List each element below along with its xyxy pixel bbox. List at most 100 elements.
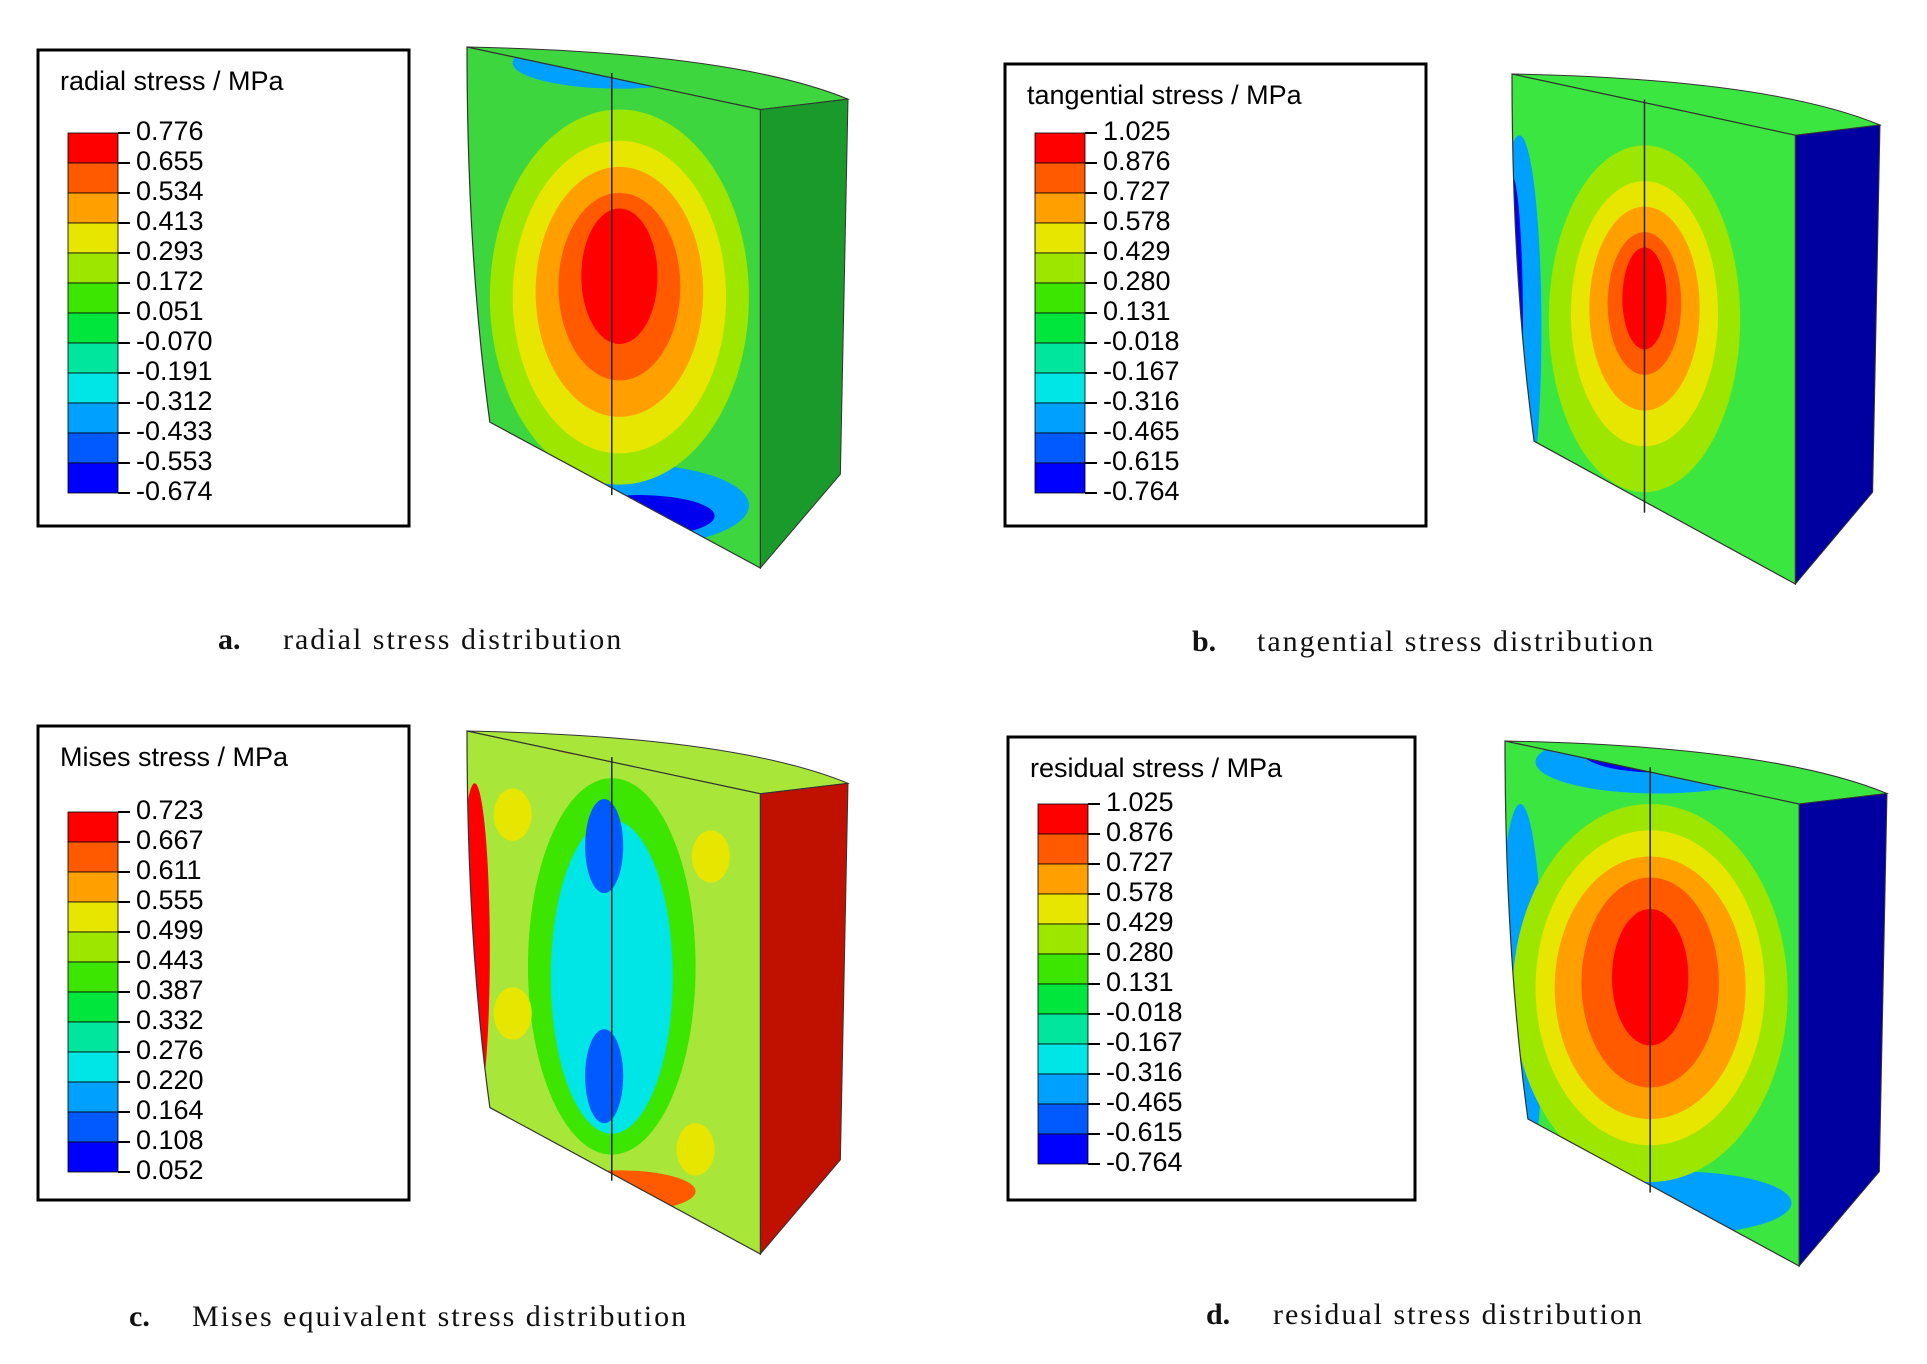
contour [493,788,532,841]
legend-band [1034,342,1086,374]
legend-band [1034,192,1086,224]
legend-band [67,901,119,933]
contour [585,1029,624,1124]
legend-label: -0.433 [136,416,213,446]
legend-label: -0.465 [1106,1087,1183,1117]
caption: Mises equivalent stress distribution [192,1300,688,1333]
legend-label: 0.667 [136,825,204,855]
legend-band [1034,402,1086,434]
caption-label: a. [218,623,241,656]
side-face [1794,124,1881,586]
legend-band [1037,833,1089,865]
legend-band [67,961,119,993]
legend-label: 0.655 [136,146,204,176]
legend-band [1037,1043,1089,1075]
legend-label: 1.025 [1106,787,1174,817]
legend-band [67,402,119,434]
legend-band [67,462,119,494]
front-outline [466,46,761,570]
legend-label: -0.316 [1106,1057,1183,1087]
legend-band [67,1051,119,1083]
legend-label: -0.615 [1103,446,1180,476]
legend-label: 0.534 [136,176,204,206]
legend-band [67,162,119,194]
legend-label: 0.052 [136,1155,204,1185]
legend-label: 0.413 [136,206,204,236]
caption-label: d. [1206,1298,1230,1331]
legend-label: 0.172 [136,266,204,296]
legend-band [1034,312,1086,344]
legend-label: -0.553 [136,446,213,476]
legend-band [67,811,119,843]
legend-band [1034,162,1086,194]
contour [585,798,624,894]
legend-band [1037,983,1089,1015]
contour [1562,1171,1792,1235]
legend-band [1034,432,1086,464]
contour [676,1123,715,1176]
legend-label: -0.018 [1103,326,1180,356]
legend-band [1037,923,1089,955]
legend-band [67,991,119,1023]
legend-label: -0.764 [1103,476,1180,506]
front-outline [466,730,761,1256]
legend-band [67,1021,119,1053]
legend-label: 0.387 [136,975,204,1005]
legend-band [1034,282,1086,314]
legend-label: 0.499 [136,915,204,945]
legend-label: 0.131 [1106,967,1174,997]
top-face [466,730,850,795]
top-face [466,46,850,111]
legend-band [1037,1073,1089,1105]
contour [1512,176,1524,482]
top-face [1511,73,1882,136]
legend-label: 0.443 [136,945,204,975]
legend-band [1034,252,1086,284]
legend-band [67,342,119,374]
legend-label: 0.051 [136,296,204,326]
side-face [1798,792,1888,1268]
legend-label: 0.578 [1103,206,1171,236]
side-face [759,782,849,1256]
contour [1512,135,1542,523]
legend-label: -0.316 [1103,386,1180,416]
front-outline [1504,740,1800,1268]
legend-title: residual stress / MPa [1030,753,1283,783]
legend-label: 0.429 [1103,236,1171,266]
legend-label: 0.727 [1106,847,1174,877]
legend-label: 0.280 [1106,937,1174,967]
legend-label: 0.164 [136,1095,204,1125]
caption-label: b. [1192,625,1216,658]
legend-label: 0.555 [136,885,204,915]
panel: residual stress / MPa 1.0250.8760.7270.57… [1006,735,1889,1331]
top-face [1504,740,1889,805]
legend-band [67,132,119,164]
legend-label: 0.332 [136,1005,204,1035]
legend-band [67,841,119,873]
legend-band [1037,893,1089,925]
legend-label: -0.465 [1103,416,1180,446]
legend-band [67,312,119,344]
panel: Mises stress / MPa0.7230.6670.6110.5550.… [36,724,850,1333]
legend-title: tangential stress / MPa [1027,80,1303,110]
legend-label: -0.674 [136,476,213,506]
legend-label: -0.312 [136,386,213,416]
contour [581,208,658,344]
legend-label: -0.615 [1106,1117,1183,1147]
caption: radial stress distribution [283,623,623,656]
caption: residual stress distribution [1273,1298,1644,1331]
legend-band [1034,132,1086,164]
legend-label: 0.776 [136,116,204,146]
legend-label: -0.018 [1106,997,1183,1027]
legend-label: 0.276 [136,1035,204,1065]
legend-label: 0.280 [1103,266,1171,296]
legend-label: 0.611 [136,855,202,885]
legend-label: 0.578 [1106,877,1174,907]
legend-label: 0.876 [1106,817,1174,847]
front-outline [1511,73,1796,586]
legend-label: -0.070 [136,326,213,356]
contour [493,987,532,1040]
contour [691,830,730,883]
legend-label: 0.723 [136,795,204,825]
